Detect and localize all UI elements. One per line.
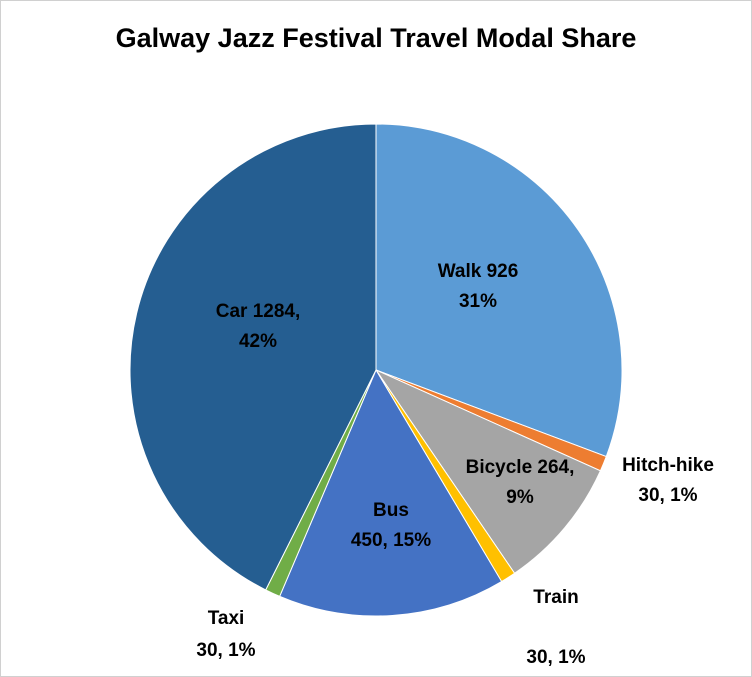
data-label: Hitch-hike	[622, 455, 714, 476]
data-label: 450, 15%	[351, 530, 431, 551]
data-label: Bus	[373, 500, 409, 521]
data-label: 9%	[506, 487, 534, 508]
data-label: Walk 926	[438, 261, 519, 282]
data-label: 31%	[459, 291, 497, 312]
pie-slice	[375, 123, 623, 458]
data-label: Taxi	[208, 608, 245, 629]
data-label: Train	[533, 587, 578, 608]
chart-title: Galway Jazz Festival Travel Modal Share	[116, 23, 637, 53]
data-label: 42%	[239, 331, 277, 352]
data-label: 30, 1%	[196, 640, 255, 661]
pie-slice	[374, 368, 602, 574]
data-label: Bicycle 264,	[466, 457, 575, 478]
data-label: 30, 1%	[638, 485, 697, 506]
data-label: Car 1284,	[216, 301, 301, 322]
pie-slice	[129, 123, 377, 591]
pie-slice	[279, 368, 503, 617]
data-label: 30, 1%	[526, 647, 585, 668]
